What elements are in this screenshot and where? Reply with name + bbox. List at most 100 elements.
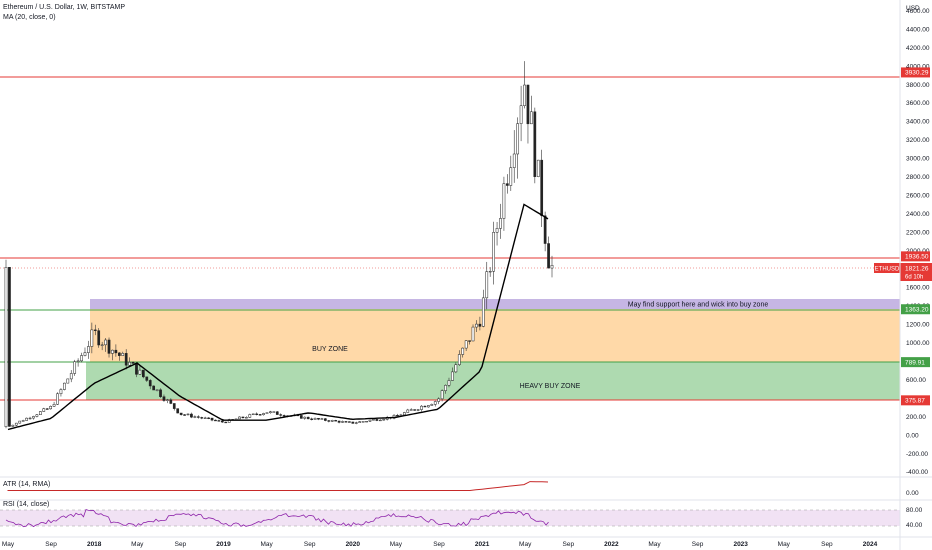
- level-tag-bg: [901, 67, 930, 78]
- candle-body: [87, 346, 90, 353]
- candle-body: [299, 415, 303, 419]
- price-tick: 3200.00: [906, 137, 930, 144]
- levels: [0, 76, 900, 401]
- level-tag-label: 789.91: [905, 359, 925, 366]
- candle-body: [457, 354, 461, 366]
- candle-body: [93, 329, 97, 331]
- candle-body: [451, 371, 454, 381]
- candle-body: [265, 412, 269, 414]
- price-tick: -200.00: [906, 451, 928, 458]
- price-tick: 3000.00: [906, 156, 930, 163]
- candle-body: [135, 363, 138, 375]
- candle-body: [100, 344, 104, 346]
- candle-body: [214, 419, 217, 422]
- price-tick: 3600.00: [906, 100, 930, 107]
- price-tick: 2800.00: [906, 174, 930, 181]
- candle-body: [341, 421, 344, 423]
- candle-body: [207, 417, 210, 419]
- last-price-countdown: 6d 10h: [905, 275, 923, 281]
- price-tick: 1600.00: [906, 285, 930, 292]
- price-tick: 4400.00: [906, 26, 930, 33]
- level-tag-bg: [901, 304, 930, 315]
- level-tag-bg: [901, 251, 930, 262]
- candle-body: [117, 352, 121, 356]
- time-tick: 2020: [346, 541, 361, 548]
- candle-body: [66, 378, 70, 384]
- candle-body: [45, 408, 49, 410]
- time-tick: 2023: [733, 541, 748, 548]
- candle-body: [420, 405, 423, 410]
- candle-body: [468, 340, 471, 342]
- candle-body: [238, 416, 241, 420]
- ma-legend[interactable]: MA (20, close, 0): [3, 14, 56, 21]
- price-tick: 4000.00: [906, 63, 930, 70]
- candle-body: [433, 401, 437, 405]
- price-tick: 3400.00: [906, 119, 930, 126]
- candle-body: [59, 389, 63, 395]
- rsi-legend[interactable]: RSI (14, close): [3, 501, 50, 508]
- candle-body: [220, 420, 224, 423]
- candle-body: [25, 417, 28, 421]
- level-tag-label: 1936.50: [905, 254, 929, 261]
- price-tick: 4200.00: [906, 45, 930, 52]
- level-tag-label: 375.87: [905, 398, 925, 405]
- candle-body: [52, 404, 56, 407]
- atr-legend[interactable]: ATR (14, RMA): [3, 481, 51, 488]
- price-tick: 600.00: [906, 377, 926, 384]
- price-tick: 1000.00: [906, 340, 930, 347]
- candle-body: [21, 420, 25, 422]
- candle-body: [142, 369, 145, 378]
- candle-body: [440, 390, 444, 400]
- level-tag-bg: [901, 395, 930, 406]
- candle-body: [365, 421, 368, 423]
- candle-body: [114, 349, 118, 354]
- price-tick: 2000.00: [906, 248, 930, 255]
- candle-body: [348, 421, 351, 423]
- candle-body: [241, 416, 245, 419]
- candle-body: [162, 396, 166, 401]
- level-tags: 3930.29 1936.50 1363.20 789.91 375.87: [901, 67, 930, 406]
- candle-body: [35, 414, 39, 417]
- candle-body: [516, 123, 520, 155]
- candle-body: [11, 424, 15, 427]
- candle-body: [509, 167, 513, 186]
- candle-body: [303, 416, 307, 419]
- candle-body: [255, 413, 259, 415]
- candle-body: [63, 382, 66, 390]
- candle-body: [478, 323, 482, 327]
- candle-body: [423, 405, 427, 408]
- candle-body: [69, 373, 73, 380]
- candle-body: [14, 422, 18, 426]
- candle-body: [8, 267, 11, 427]
- candle-body: [354, 422, 358, 424]
- candle-body: [488, 270, 492, 273]
- candle-body: [200, 417, 204, 419]
- last-price-value: 1821.26: [905, 266, 929, 273]
- last-price-symbol: ETHUSD: [875, 267, 900, 273]
- candle-body: [475, 323, 478, 328]
- candle-body: [80, 355, 83, 362]
- candle-body: [111, 349, 114, 354]
- candle-body: [526, 84, 530, 125]
- candle-body: [248, 414, 252, 418]
- candle-body: [382, 419, 386, 421]
- time-tick: Sep: [45, 541, 57, 548]
- candle-body: [547, 243, 550, 269]
- candle-body: [406, 409, 410, 413]
- time-axis: May Sep 2018 May Sep 2019 May Sep 2020 May Sep 2021…: [2, 541, 878, 548]
- candle-body: [437, 398, 441, 402]
- candle-body: [310, 418, 313, 420]
- candle-body: [499, 218, 502, 229]
- candles: [4, 61, 554, 429]
- buy-zone-label: BUY ZONE: [312, 346, 348, 353]
- candle-body: [543, 215, 547, 244]
- candle-body: [375, 419, 379, 421]
- time-tick: 2019: [216, 541, 231, 548]
- candle-body: [330, 420, 334, 422]
- candle-body: [32, 416, 35, 419]
- candle-body: [282, 415, 286, 417]
- candle-body: [90, 329, 94, 347]
- candle-body: [186, 413, 190, 416]
- candle-body: [28, 417, 32, 420]
